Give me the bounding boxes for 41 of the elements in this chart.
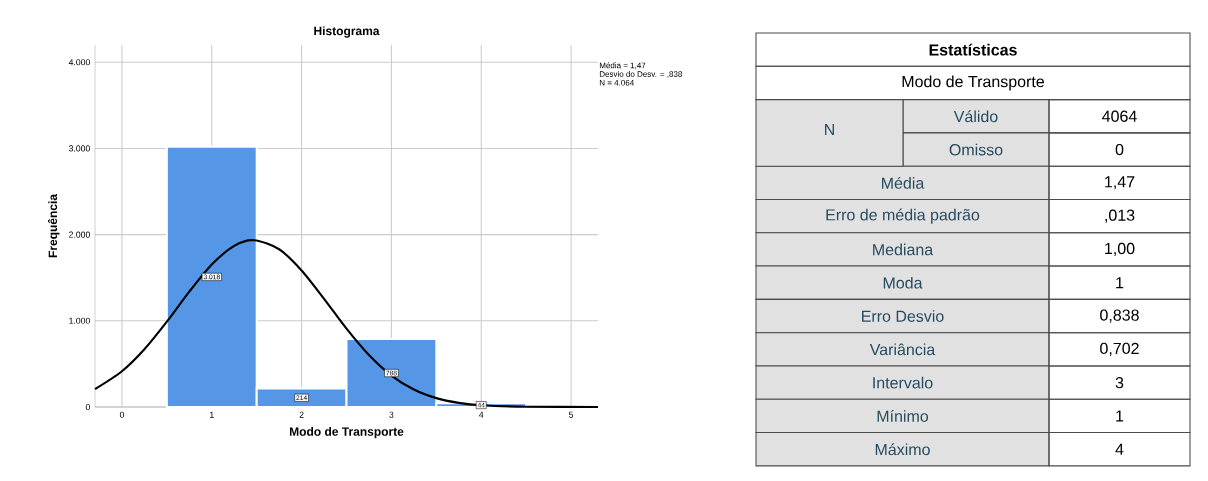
x-tick-label: 2	[299, 411, 304, 418]
text: 1,47	[1105, 176, 1135, 190]
category-label: Erro Desvio	[862, 310, 944, 322]
category-label: Omisso	[949, 143, 1003, 156]
category-label: Válido	[953, 110, 998, 123]
x-tick-label: 3	[389, 411, 394, 418]
x-tick-label: 0	[119, 411, 125, 418]
y-tick-label: 3.000	[68, 145, 90, 152]
x-tick-label: 4	[479, 411, 484, 418]
y-axis-title: Frequência	[48, 193, 60, 258]
category-label: Média	[882, 176, 925, 189]
text: 0	[1115, 143, 1124, 156]
y-tick-label: 1.000	[69, 317, 90, 324]
x-tick-label: 5	[569, 411, 574, 418]
text: 3	[1115, 376, 1124, 389]
text: Estatísticas	[929, 43, 1017, 56]
text: 1	[1116, 277, 1124, 289]
text: 1,00	[1105, 242, 1135, 257]
y-tick-label: 0	[85, 403, 90, 411]
category-label: Erro de média padrão	[826, 208, 980, 224]
text: 4	[1115, 443, 1124, 455]
category-label: Mediana	[873, 243, 934, 256]
text: 0,702	[1100, 342, 1139, 356]
x-tick-label: 1	[210, 411, 214, 418]
category-label: Variância	[869, 343, 936, 356]
y-tick-label: 2.000	[69, 231, 90, 238]
text: Desvio do Desv. = ,838	[599, 71, 682, 78]
category-label: Mínimo	[877, 409, 929, 422]
text: ,013	[1105, 209, 1135, 223]
text: Modo de Transporte	[902, 75, 1045, 91]
text: 0,838	[1100, 309, 1139, 323]
category-label: Intervalo	[873, 376, 933, 389]
y-tick-label: 4.000	[68, 59, 90, 66]
x-axis-title: Modo de Transporte	[289, 426, 404, 439]
text: Média = 1,47	[599, 62, 646, 70]
chart-title: Histograma	[314, 26, 380, 38]
text: 4064	[1102, 110, 1137, 122]
category-label: Moda	[883, 276, 923, 289]
category-label: Máximo	[875, 443, 930, 456]
text: N = 4.064	[599, 79, 634, 86]
text: N	[825, 124, 834, 136]
